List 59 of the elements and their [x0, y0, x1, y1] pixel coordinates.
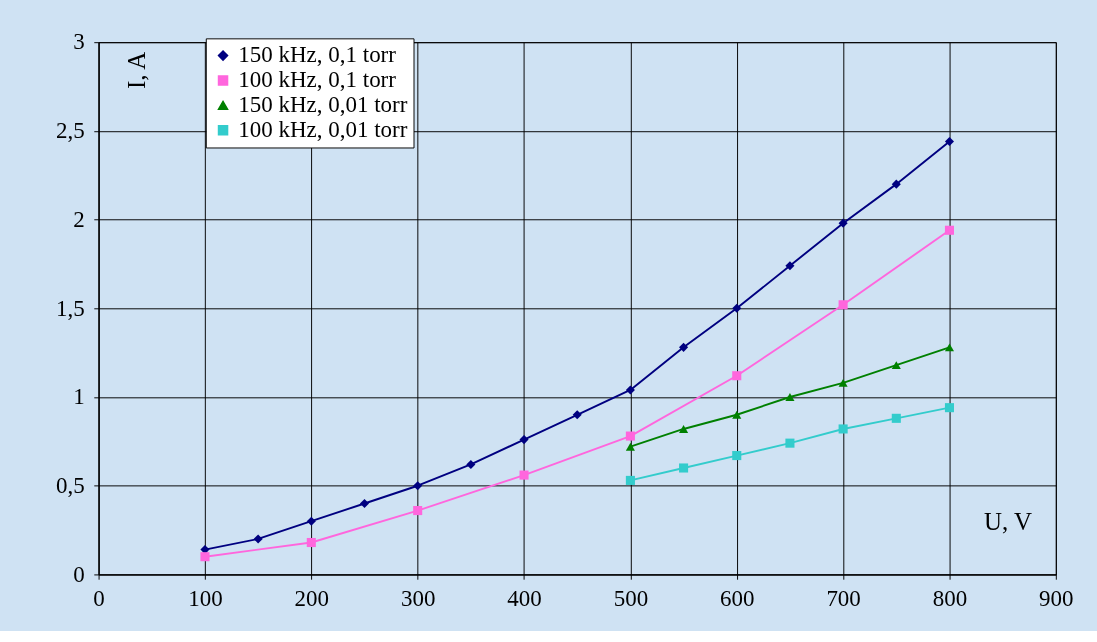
- x-tick-label: 200: [294, 585, 330, 611]
- point: [891, 413, 901, 423]
- y-tick-label: 1: [73, 384, 85, 410]
- point: [625, 442, 635, 451]
- point: [625, 385, 635, 395]
- point: [679, 342, 689, 352]
- point: [519, 470, 529, 480]
- y-tick-label: 0: [73, 561, 85, 587]
- point: [625, 431, 635, 441]
- x-tick-label: 800: [932, 585, 968, 611]
- x-tick-label: 300: [400, 585, 436, 611]
- point: [838, 424, 848, 434]
- legend-label: 100 kHz, 0,01 torr: [238, 116, 408, 142]
- point: [519, 435, 529, 445]
- legend-label: 150 kHz, 0,1 torr: [238, 42, 397, 68]
- point: [785, 393, 795, 401]
- point: [253, 534, 263, 544]
- point: [732, 371, 742, 381]
- point: [944, 137, 955, 147]
- point: [625, 475, 635, 485]
- point: [572, 410, 582, 420]
- point: [306, 516, 316, 526]
- point: [732, 410, 742, 419]
- y-tick-label: 2: [73, 206, 85, 232]
- y-tick-label: 2,5: [56, 118, 85, 144]
- y-tick-label: 1,5: [56, 295, 85, 321]
- point: [306, 537, 316, 548]
- y-tick-label: 0,5: [56, 472, 85, 498]
- x-tick-label: 100: [188, 585, 223, 611]
- x-tick-label: 400: [507, 585, 542, 611]
- point: [732, 451, 742, 461]
- point: [838, 218, 848, 228]
- point: [200, 552, 210, 562]
- x-axis-title: U, V: [983, 508, 1032, 536]
- point: [413, 481, 423, 491]
- point: [679, 463, 689, 473]
- y-tick-label: 3: [73, 29, 85, 55]
- point: [891, 361, 901, 370]
- point: [466, 459, 476, 469]
- legend-label: 100 kHz, 0,1 torr: [238, 67, 397, 93]
- x-tick-label: 0: [93, 585, 105, 611]
- point: [891, 179, 901, 189]
- x-tick-label: 700: [826, 585, 861, 611]
- point: [359, 498, 370, 509]
- x-tick-label: 500: [613, 585, 649, 611]
- point: [944, 225, 955, 235]
- point: [785, 438, 795, 448]
- point: [732, 303, 742, 313]
- point: [838, 378, 848, 387]
- x-tick-label: 900: [1039, 585, 1074, 611]
- legend-label: 150 kHz, 0,01 torr: [238, 92, 408, 118]
- point: [785, 261, 795, 271]
- y-axis-title: I, A: [122, 51, 150, 90]
- point: [944, 403, 955, 413]
- point: [838, 300, 848, 310]
- x-tick-label: 600: [720, 585, 755, 611]
- point: [944, 343, 955, 352]
- point: [413, 506, 423, 516]
- point: [679, 425, 689, 433]
